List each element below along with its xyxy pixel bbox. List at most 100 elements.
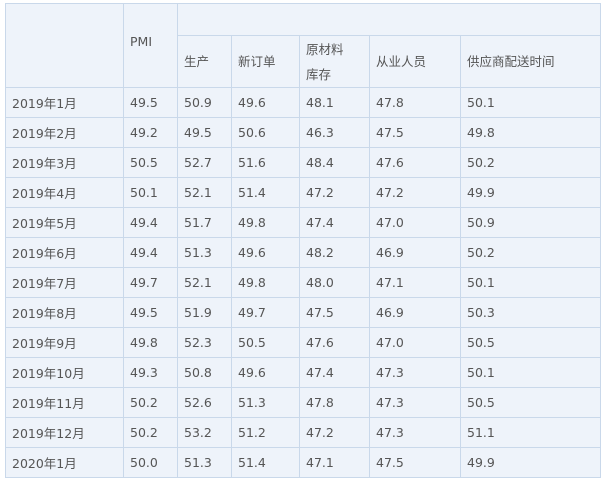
value-cell: 50.1 — [460, 87, 601, 118]
value-cell: 47.1 — [299, 447, 370, 478]
value-cell: 52.6 — [177, 387, 232, 418]
value-cell: 47.2 — [369, 177, 461, 208]
value-cell: 49.8 — [123, 327, 178, 358]
table-row: 2020年1月 50.0 51.3 51.4 47.1 47.5 49.9 — [5, 447, 601, 478]
value-cell: 49.2 — [123, 117, 178, 148]
value-cell: 47.4 — [299, 207, 370, 238]
table-row: 2019年11月 50.2 52.6 51.3 47.8 47.3 50.5 — [5, 387, 601, 418]
value-cell: 47.5 — [299, 297, 370, 328]
header-row: PMI — [5, 3, 601, 88]
table-row: 2019年5月 49.4 51.7 49.8 47.4 47.0 50.9 — [5, 207, 601, 238]
value-cell: 49.9 — [460, 177, 601, 208]
period-cell: 2019年2月 — [5, 117, 124, 148]
value-cell: 50.9 — [460, 207, 601, 238]
value-cell: 50.6 — [231, 117, 300, 148]
value-cell: 51.2 — [231, 417, 300, 448]
value-cell: 49.4 — [123, 237, 178, 268]
header-group — [177, 3, 601, 36]
period-cell: 2019年12月 — [5, 417, 124, 448]
value-cell: 47.0 — [369, 207, 461, 238]
table-row: 2019年10月 49.3 50.8 49.6 47.4 47.3 50.1 — [5, 357, 601, 388]
period-cell: 2019年4月 — [5, 177, 124, 208]
value-cell: 47.3 — [369, 417, 461, 448]
value-cell: 47.4 — [299, 357, 370, 388]
subheader-row: 生产 新订单 原材料 库存 从业人员 供应商配送时间 — [6, 35, 601, 88]
value-cell: 51.3 — [177, 447, 232, 478]
value-cell: 47.3 — [369, 387, 461, 418]
period-cell: 2019年7月 — [5, 267, 124, 298]
value-cell: 49.9 — [460, 447, 601, 478]
value-cell: 51.4 — [231, 447, 300, 478]
value-cell: 49.5 — [123, 87, 178, 118]
value-cell: 47.3 — [369, 357, 461, 388]
value-cell: 51.3 — [231, 387, 300, 418]
header-new-orders: 新订单 — [231, 35, 300, 88]
value-cell: 47.8 — [299, 387, 370, 418]
table-row: 2019年6月 49.4 51.3 49.6 48.2 46.9 50.2 — [5, 237, 601, 268]
value-cell: 49.5 — [177, 117, 232, 148]
period-cell: 2019年11月 — [5, 387, 124, 418]
value-cell: 51.6 — [231, 147, 300, 178]
header-period — [5, 3, 124, 88]
value-cell: 49.8 — [231, 207, 300, 238]
table-row: 2019年3月 50.5 52.7 51.6 48.4 47.6 50.2 — [5, 147, 601, 178]
header-supplier-delivery: 供应商配送时间 — [460, 35, 601, 88]
value-cell: 50.2 — [460, 147, 601, 178]
value-cell: 50.3 — [460, 297, 601, 328]
value-cell: 50.8 — [177, 357, 232, 388]
value-cell: 50.0 — [123, 447, 178, 478]
header-line1: 原材料 — [306, 41, 344, 57]
value-cell: 50.2 — [460, 237, 601, 268]
table-row: 2019年2月 49.2 49.5 50.6 46.3 47.5 49.8 — [5, 117, 601, 148]
value-cell: 49.6 — [231, 87, 300, 118]
period-cell: 2019年9月 — [5, 327, 124, 358]
value-cell: 48.0 — [299, 267, 370, 298]
value-cell: 49.6 — [231, 237, 300, 268]
value-cell: 47.5 — [369, 117, 461, 148]
period-cell: 2019年6月 — [5, 237, 124, 268]
value-cell: 50.5 — [123, 147, 178, 178]
table-row: 2019年4月 50.1 52.1 51.4 47.2 47.2 49.9 — [5, 177, 601, 208]
value-cell: 49.6 — [231, 357, 300, 388]
value-cell: 47.2 — [299, 177, 370, 208]
table-row: 2019年7月 49.7 52.1 49.8 48.0 47.1 50.1 — [5, 267, 601, 298]
value-cell: 51.7 — [177, 207, 232, 238]
header-line2: 库存 — [306, 66, 332, 82]
period-cell: 2019年10月 — [5, 357, 124, 388]
value-cell: 49.5 — [123, 297, 178, 328]
table-row: 2019年12月 50.2 53.2 51.2 47.2 47.3 51.1 — [5, 417, 601, 448]
value-cell: 53.2 — [177, 417, 232, 448]
value-cell: 49.8 — [460, 117, 601, 148]
value-cell: 47.8 — [369, 87, 461, 118]
value-cell: 47.6 — [369, 147, 461, 178]
value-cell: 48.1 — [299, 87, 370, 118]
period-cell: 2020年1月 — [5, 447, 124, 478]
value-cell: 50.1 — [460, 357, 601, 388]
value-cell: 46.9 — [369, 237, 461, 268]
value-cell: 52.1 — [177, 267, 232, 298]
table-row: 2019年8月 49.5 51.9 49.7 47.5 46.9 50.3 — [5, 297, 601, 328]
value-cell: 47.1 — [369, 267, 461, 298]
table-row: 2019年1月 49.5 50.9 49.6 48.1 47.8 50.1 — [5, 87, 601, 118]
value-cell: 52.3 — [177, 327, 232, 358]
value-cell: 46.9 — [369, 297, 461, 328]
value-cell: 50.9 — [177, 87, 232, 118]
value-cell: 50.2 — [123, 417, 178, 448]
value-cell: 48.2 — [299, 237, 370, 268]
header-raw-material-inventory: 原材料 库存 — [299, 35, 370, 88]
value-cell: 47.0 — [369, 327, 461, 358]
value-cell: 51.1 — [460, 417, 601, 448]
pmi-table: PMI 生产 新订单 原材料 库存 从业人员 供应商配送时间 2019年1月 49.… — [5, 3, 601, 478]
value-cell: 50.5 — [460, 387, 601, 418]
period-cell: 2019年3月 — [5, 147, 124, 178]
header-production: 生产 — [177, 35, 232, 88]
value-cell: 50.1 — [123, 177, 178, 208]
value-cell: 49.8 — [231, 267, 300, 298]
value-cell: 49.7 — [123, 267, 178, 298]
value-cell: 50.5 — [460, 327, 601, 358]
value-cell: 51.9 — [177, 297, 232, 328]
header-pmi: PMI — [123, 3, 178, 88]
value-cell: 47.5 — [369, 447, 461, 478]
value-cell: 47.2 — [299, 417, 370, 448]
value-cell: 52.1 — [177, 177, 232, 208]
